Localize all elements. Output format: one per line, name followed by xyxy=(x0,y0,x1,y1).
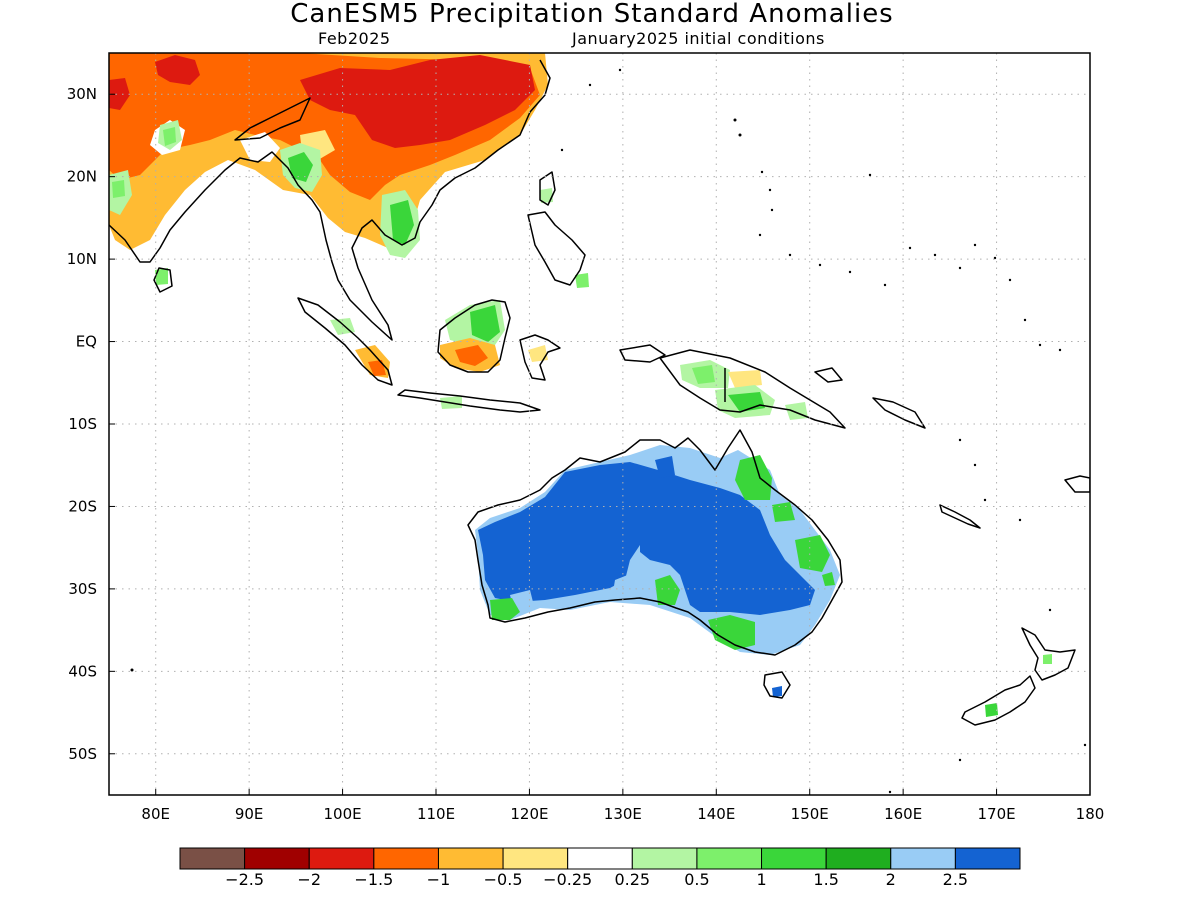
colorbar-label: 2 xyxy=(886,870,896,889)
colorbar-swatch xyxy=(825,847,892,870)
latitude-axis: 30N 20N 10N EQ 10S 20S 30S 40S 50S xyxy=(67,85,115,763)
colorbar-swatch xyxy=(890,847,956,870)
lat-tick-label: 50S xyxy=(68,745,97,763)
colorbar-label: 0.25 xyxy=(614,870,650,889)
coastlines xyxy=(109,59,1090,726)
colorbar-label: 1 xyxy=(756,870,766,889)
longitude-axis: 80E 90E 100E 110E 120E 130E 140E 150E 160E 170E 18… xyxy=(141,789,1104,823)
map-area xyxy=(109,53,1090,795)
colorbar-label: −2.5 xyxy=(225,870,264,889)
colorbar-swatch xyxy=(244,847,310,870)
lon-tick-label: 160E xyxy=(884,805,922,823)
lon-tick-label: 80E xyxy=(141,805,170,823)
colorbar-label: −2 xyxy=(297,870,321,889)
colorbar-label: −0.25 xyxy=(543,870,592,889)
lat-tick-label: 30S xyxy=(68,580,97,598)
colorbar-label: 0.5 xyxy=(684,870,709,889)
colorbar-label: −0.5 xyxy=(484,870,523,889)
lat-tick-label: 20N xyxy=(67,168,97,186)
lon-tick-label: 180 xyxy=(1076,805,1105,823)
colorbar-swatch xyxy=(373,847,439,870)
map-title: CanESM5 Precipitation Standard Anomalies xyxy=(290,0,893,29)
lon-tick-label: 100E xyxy=(324,805,362,823)
colorbar-swatch xyxy=(567,847,633,870)
colorbar-label: 1.5 xyxy=(813,870,838,889)
colorbar: −2.5 −2 −1.5 −1 −0.5 −0.25 0.25 0.5 1 1.5 2 2.5 xyxy=(179,847,1021,889)
colorbar-label: −1 xyxy=(427,870,451,889)
colorbar-swatch xyxy=(954,847,1021,870)
lat-tick-label: 30N xyxy=(67,85,97,103)
island-dots xyxy=(130,68,1087,794)
colorbar-swatch xyxy=(437,847,504,870)
subtitle-lead-month: Feb2025 xyxy=(318,29,391,48)
colorbar-swatch xyxy=(502,847,569,870)
colorbar-label: 2.5 xyxy=(943,870,968,889)
lon-tick-label: 150E xyxy=(791,805,829,823)
lon-tick-label: 170E xyxy=(978,805,1016,823)
colorbar-swatch xyxy=(696,847,763,870)
lon-tick-label: 130E xyxy=(604,805,642,823)
graticule xyxy=(109,53,1090,795)
anomaly-shading-australia xyxy=(475,445,840,697)
lon-tick-label: 120E xyxy=(510,805,548,823)
anomaly-shading-asia xyxy=(109,53,589,288)
lat-tick-label: 10N xyxy=(67,250,97,268)
colorbar-swatch xyxy=(631,847,698,870)
lat-tick-label: 20S xyxy=(68,497,97,515)
lat-tick-label: 10S xyxy=(68,415,97,433)
colorbar-swatch xyxy=(179,847,246,870)
lat-tick-label: 40S xyxy=(68,662,97,680)
lat-tick-label: EQ xyxy=(76,333,97,351)
lon-tick-label: 110E xyxy=(417,805,455,823)
colorbar-label: −1.5 xyxy=(354,870,393,889)
lon-tick-label: 140E xyxy=(697,805,735,823)
colorbar-swatch xyxy=(308,847,375,870)
subtitle-initial-conditions: January2025 initial conditions xyxy=(571,29,825,48)
lon-tick-label: 90E xyxy=(235,805,264,823)
anomaly-shading-newzealand xyxy=(985,654,1052,717)
colorbar-swatch xyxy=(761,847,827,870)
